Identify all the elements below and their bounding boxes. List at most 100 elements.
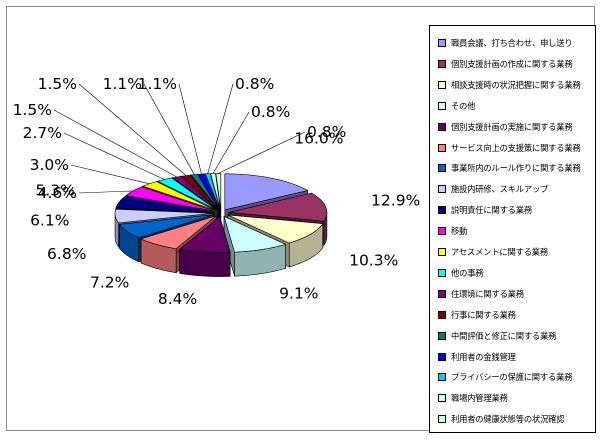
pie-value-label: 0.8% [251, 103, 290, 121]
pie-value-label: 0.8% [235, 75, 274, 93]
pie-slice [227, 214, 324, 244]
pie-value-label: 2.7% [23, 124, 62, 142]
legend-swatch [438, 415, 446, 424]
legend-item: 個別支援計画の実施に関する業務 [438, 120, 573, 134]
pie-value-label: 16.0% [294, 130, 343, 148]
legend-item: 中間評価と修正に関する業務 [438, 329, 556, 343]
pie-value-label: 6.8% [47, 245, 86, 263]
legend-label: 住環境に関する業務 [451, 288, 524, 299]
legend-swatch [438, 289, 446, 298]
legend-item: 利用者の金銭管理 [438, 350, 516, 364]
leader-line [143, 83, 195, 175]
leader-line [63, 132, 165, 180]
legend-swatch [438, 227, 446, 236]
legend-swatch [438, 268, 446, 277]
legend-label: サービス向上の支援策に関する業務 [451, 142, 581, 153]
legend-item: プライバシーの保護に関する業務 [438, 370, 572, 384]
pie-value-label: 0.8% [307, 123, 346, 141]
legend-item: 行事に関する業務 [438, 308, 516, 322]
pie-chart: 16.0% 12.9% 10.3% 9.1% 8.4% 7.2%6.8% 6.1% 5.3%4… [13, 75, 421, 308]
legend-label: 中間評価と修正に関する業務 [451, 330, 557, 341]
legend-swatch [438, 352, 446, 361]
leader-line [53, 109, 177, 178]
legend-item: 職場内管理業務 [438, 391, 508, 405]
legend-label: 利用者の金銭管理 [451, 351, 516, 362]
legend-label: 利用者の健康状態等の状況確認 [451, 414, 565, 425]
legend-label: 説明責任に関する業務 [451, 205, 532, 216]
legend-item: その他 [438, 99, 475, 113]
legend-swatch [438, 143, 446, 152]
legend-swatch [438, 248, 446, 256]
pie-slice [181, 174, 219, 210]
pie-slice [115, 196, 214, 213]
chart-legend: 職員会議、打ち合わせ、申し送り個別支援計画の作成に関する業務相談支援時の状況把握… [429, 25, 596, 433]
pie-value-label: 1.5% [13, 101, 52, 119]
legend-swatch [438, 310, 446, 319]
legend-item: 説明責任に関する業務 [438, 203, 532, 217]
pie-value-label: 6.1% [30, 212, 69, 230]
pie-value-label: 8.4% [158, 290, 197, 308]
pie-slice [215, 173, 222, 210]
legend-swatch [438, 164, 446, 173]
pie-slice [142, 181, 216, 211]
legend-item: サービス向上の支援策に関する業務 [438, 141, 581, 155]
legend-swatch [438, 101, 446, 110]
pie-slice [190, 174, 220, 210]
legend-label: 他の事務 [451, 267, 484, 278]
legend-item: アセスメントに関する業務 [438, 245, 548, 259]
pie-slice [140, 215, 217, 250]
pie-slice-side [179, 249, 231, 277]
leader-line [178, 83, 202, 175]
legend-swatch [438, 331, 446, 340]
leader-line [70, 164, 150, 185]
legend-label: 個別支援計画の実施に関する業務 [451, 121, 573, 132]
legend-swatch [438, 394, 446, 403]
chart-area: 16.0% 12.9% 10.3% 9.1% 8.4% 7.2% 6.8% 6.1% 5.3% 4… [6, 6, 596, 433]
pie-slice [228, 192, 328, 222]
pie-slice [224, 173, 309, 211]
legend-item: 施設内研修、スキルアップ [438, 182, 548, 196]
legend-swatch [438, 39, 446, 47]
legend-label: アセスメントに関する業務 [451, 247, 548, 257]
legend-label: 相談支援時の状況把握に関する業務 [451, 79, 581, 90]
pie-slice [204, 173, 221, 210]
legend-label: 行事に関する業務 [451, 309, 516, 320]
legend-item: 職員会議、打ち合わせ、申し送り [438, 36, 573, 50]
legend-item: 個別支援計画の作成に関する業務 [438, 57, 573, 71]
legend-label: 職場内管理業務 [451, 393, 508, 404]
pie-slice [210, 173, 221, 210]
legend-item: 事業所内のルール作りに関する業務 [438, 161, 581, 175]
legend-label: 事業所内のルール作りに関する業務 [451, 163, 581, 174]
pie-slice [114, 208, 214, 224]
legend-item: 利用者の健康状態等の状況確認 [438, 412, 565, 426]
leader-line [218, 131, 306, 174]
pie-value-label: 10.3% [349, 251, 398, 269]
legend-label: 移動 [451, 226, 468, 237]
legend-label: 職員会議、打ち合わせ、申し送り [451, 38, 573, 48]
legend-item: 住環境に関する業務 [438, 287, 524, 301]
legend-swatch [438, 206, 446, 215]
pie-slice [178, 216, 231, 253]
pie-slice [171, 176, 218, 210]
legend-swatch [438, 80, 446, 89]
pie-value-label: 7.2% [90, 274, 129, 292]
legend-label: その他 [451, 100, 476, 111]
pie-value-label: 12.9% [371, 191, 420, 209]
leader-lines [53, 83, 306, 194]
pie-value-label: 9.1% [279, 284, 318, 302]
pie-value-label: 1.1% [138, 75, 177, 93]
leader-line [212, 111, 250, 174]
legend-swatch [438, 185, 446, 194]
pie-value-label: 4.6% [38, 184, 77, 202]
pie-value-label: 3.0% [30, 156, 69, 174]
pie-slice [118, 214, 215, 239]
pie-value-labels: 16.0% 12.9% 10.3% 9.1% 8.4% 7.2%6.8% 6.1% 5.3%4… [13, 75, 421, 308]
legend-item: 相談支援時の状況把握に関する業務 [438, 78, 581, 92]
pie-value-label: 5.3% [36, 181, 75, 199]
pie-slice [156, 177, 217, 211]
pie-value-label: 1.1% [103, 75, 142, 93]
legend-item: 他の事務 [438, 266, 484, 280]
pie-slice-tops [114, 173, 328, 253]
pie-slice [125, 186, 215, 212]
leader-line [207, 83, 234, 174]
